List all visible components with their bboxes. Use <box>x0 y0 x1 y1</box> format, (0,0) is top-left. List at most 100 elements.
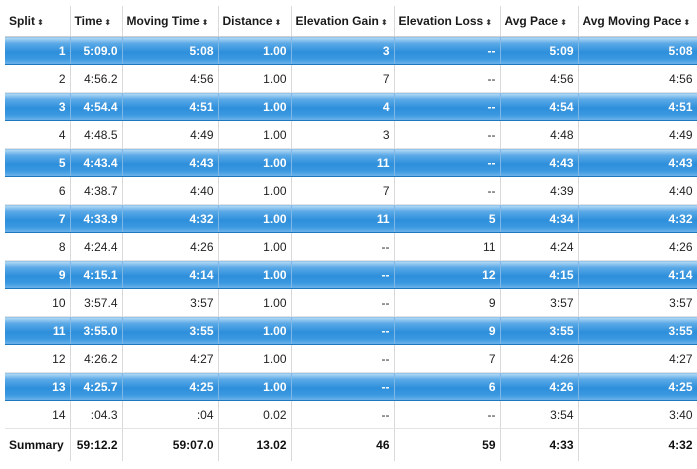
cell-split: 4 <box>5 120 71 149</box>
table-row[interactable]: 13 4:25.7 4:25 1.00 -- 6 4:26 4:25 <box>5 372 697 401</box>
cell-distance: 1.00 <box>218 232 292 261</box>
cell-elevation-loss: 11 <box>394 232 501 261</box>
cell-distance: 1.00 <box>218 148 292 177</box>
cell-elevation-gain: -- <box>291 400 395 429</box>
cell-elevation-loss: 5 <box>394 204 501 233</box>
table-body: 1 5:09.0 5:08 1.00 3 -- 5:09 5:08 2 4:56.2 4:56 1.0… <box>5 36 697 461</box>
sort-arrows-icon[interactable]: ⬍ <box>274 18 282 27</box>
cell-moving-time: 4:14 <box>122 260 219 289</box>
column-header-time[interactable]: Time ⬍ <box>70 6 123 37</box>
column-header-label: Time <box>74 14 103 28</box>
cell-time: 4:25.7 <box>70 372 123 401</box>
cell-time: 4:15.1 <box>70 260 123 289</box>
cell-avg-moving-pace: 4:49 <box>578 120 697 149</box>
cell-elevation-gain: -- <box>291 288 395 317</box>
cell-moving-time: 4:51 <box>122 92 219 121</box>
cell-elevation-loss: 12 <box>394 260 501 289</box>
cell-elevation-loss: -- <box>394 92 501 121</box>
table-row[interactable]: 3 4:54.4 4:51 1.00 4 -- 4:54 4:51 <box>5 92 697 121</box>
column-header-moving-time[interactable]: Moving Time ⬍ <box>122 6 219 37</box>
cell-avg-moving-pace: 3:57 <box>578 288 697 317</box>
table-row[interactable]: 11 3:55.0 3:55 1.00 -- 9 3:55 3:55 <box>5 316 697 345</box>
cell-distance: 1.00 <box>218 176 292 205</box>
cell-moving-time: 4:26 <box>122 232 219 261</box>
sort-arrows-icon[interactable]: ⬍ <box>201 18 209 27</box>
cell-moving-time: 4:56 <box>122 64 219 93</box>
cell-moving-time: 4:27 <box>122 344 219 373</box>
column-header-label: Distance <box>222 14 273 28</box>
cell-split: 8 <box>5 232 71 261</box>
cell-split: 6 <box>5 176 71 205</box>
cell-moving-time: 4:32 <box>122 204 219 233</box>
cell-elevation-gain: 3 <box>291 36 395 65</box>
column-header-avg-moving-pace[interactable]: Avg Moving Pace ⬍ <box>578 6 697 37</box>
cell-avg-moving-pace: 4:40 <box>578 176 697 205</box>
cell-avg-moving-pace: 4:32 <box>578 204 697 233</box>
cell-elevation-loss: -- <box>394 148 501 177</box>
cell-avg-moving-pace: 4:56 <box>578 64 697 93</box>
column-header-label: Elevation Gain <box>295 14 379 28</box>
cell-elevation-gain: 4 <box>291 92 395 121</box>
sort-arrows-icon[interactable]: ⬍ <box>380 18 388 27</box>
cell-avg-moving-pace: 4:26 <box>578 232 697 261</box>
cell-distance: 1.00 <box>218 344 292 373</box>
sort-arrows-icon[interactable]: ⬍ <box>683 18 691 27</box>
summary-cell: 4:33 <box>500 428 579 461</box>
cell-elevation-loss: -- <box>394 36 501 65</box>
table-row[interactable]: 10 3:57.4 3:57 1.00 -- 9 3:57 3:57 <box>5 288 697 317</box>
cell-split: 11 <box>5 316 71 345</box>
table-row[interactable]: 12 4:26.2 4:27 1.00 -- 7 4:26 4:27 <box>5 344 697 373</box>
table-row[interactable]: 4 4:48.5 4:49 1.00 3 -- 4:48 4:49 <box>5 120 697 149</box>
cell-elevation-loss: -- <box>394 176 501 205</box>
column-header-label: Avg Pace <box>504 14 559 28</box>
cell-split: 2 <box>5 64 71 93</box>
table-row[interactable]: 8 4:24.4 4:26 1.00 -- 11 4:24 4:26 <box>5 232 697 261</box>
cell-moving-time: :04 <box>122 400 219 429</box>
cell-avg-moving-pace: 5:08 <box>578 36 697 65</box>
column-header-label: Avg Moving Pace <box>582 14 682 28</box>
column-header-label: Moving Time <box>126 14 200 28</box>
sort-arrows-icon[interactable]: ⬍ <box>485 18 492 27</box>
column-header-elevation-loss[interactable]: Elevation Loss ⬍ <box>394 6 501 37</box>
table-header: Split ⬍ Time ⬍ Moving Time ⬍ Distance ⬍ Elevatio… <box>5 6 697 37</box>
cell-time: 4:38.7 <box>70 176 123 205</box>
sort-arrows-icon[interactable]: ⬍ <box>104 18 111 27</box>
column-header-avg-pace[interactable]: Avg Pace ⬍ <box>500 6 579 37</box>
table-row[interactable]: 5 4:43.4 4:43 1.00 11 -- 4:43 4:43 <box>5 148 697 177</box>
sort-arrows-icon[interactable]: ⬍ <box>37 18 44 27</box>
table-row[interactable]: 2 4:56.2 4:56 1.00 7 -- 4:56 4:56 <box>5 64 697 93</box>
table-row[interactable]: 14:04.3:04 0.02 -- -- 3:54 3:40 <box>5 400 697 429</box>
cell-avg-pace: 4:56 <box>500 64 579 93</box>
table-row[interactable]: 6 4:38.7 4:40 1.00 7 -- 4:39 4:40 <box>5 176 697 205</box>
cell-moving-time: 4:49 <box>122 120 219 149</box>
cell-distance: 1.00 <box>218 92 292 121</box>
header-row: Split ⬍ Time ⬍ Moving Time ⬍ Distance ⬍ Elevatio… <box>5 6 697 37</box>
cell-avg-pace: 3:54 <box>500 400 579 429</box>
cell-avg-pace: 4:24 <box>500 232 579 261</box>
cell-time: 3:57.4 <box>70 288 123 317</box>
cell-time: 4:43.4 <box>70 148 123 177</box>
cell-elevation-loss: 7 <box>394 344 501 373</box>
cell-moving-time: 4:43 <box>122 148 219 177</box>
cell-time: 4:48.5 <box>70 120 123 149</box>
column-header-label: Split <box>9 14 35 28</box>
cell-elevation-gain: 7 <box>291 176 395 205</box>
cell-time: 5:09.0 <box>70 36 123 65</box>
cell-elevation-gain: 11 <box>291 204 395 233</box>
sort-arrows-icon[interactable]: ⬍ <box>560 18 567 27</box>
summary-row: Summary 59:12.2 59:07.0 13.02 46 59 4:33 4:32 <box>5 428 697 461</box>
cell-time: 4:33.9 <box>70 204 123 233</box>
column-header-split[interactable]: Split ⬍ <box>5 6 71 37</box>
cell-avg-moving-pace: 4:25 <box>578 372 697 401</box>
cell-avg-pace: 4:26 <box>500 372 579 401</box>
table-row[interactable]: 9 4:15.1 4:14 1.00 -- 12 4:15 4:14 <box>5 260 697 289</box>
table-row[interactable]: 1 5:09.0 5:08 1.00 3 -- 5:09 5:08 <box>5 36 697 65</box>
table-row[interactable]: 7 4:33.9 4:32 1.00 11 5 4:34 4:32 <box>5 204 697 233</box>
cell-time: 4:56.2 <box>70 64 123 93</box>
cell-distance: 1.00 <box>218 204 292 233</box>
column-header-distance[interactable]: Distance ⬍ <box>218 6 292 37</box>
cell-elevation-loss: -- <box>394 400 501 429</box>
cell-elevation-loss: -- <box>394 64 501 93</box>
column-header-elevation-gain[interactable]: Elevation Gain ⬍ <box>291 6 395 37</box>
cell-elevation-gain: 3 <box>291 120 395 149</box>
